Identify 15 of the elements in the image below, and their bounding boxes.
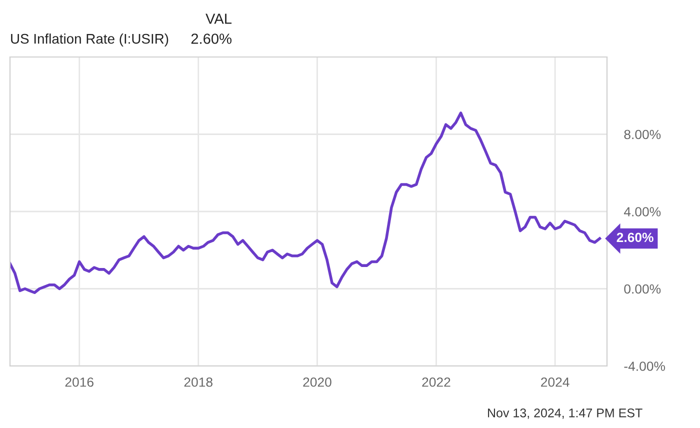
annotation: 2.60% [616,232,654,242]
line-series [10,112,602,294]
y-tick-label: -4.00% [624,362,666,371]
x-tick-label: 2022 [422,377,450,387]
x-tick-label: 2016 [65,377,94,387]
y-tick-label: 4.00% [624,207,661,216]
chart-title: US Inflation Rate (I:USIR) [11,34,168,46]
x-tick-label: 2018 [184,377,212,387]
text: 2.60% [191,34,232,44]
x-tick-label: 2024 [541,377,570,387]
x-tick-label: 2020 [303,377,332,387]
y-tick-label: 8.00% [624,130,661,140]
text: Nov 13, 2024, 1:47 PM EST [488,408,642,419]
text: VAL [206,14,232,24]
y-tick-label: 0.00% [624,284,661,294]
